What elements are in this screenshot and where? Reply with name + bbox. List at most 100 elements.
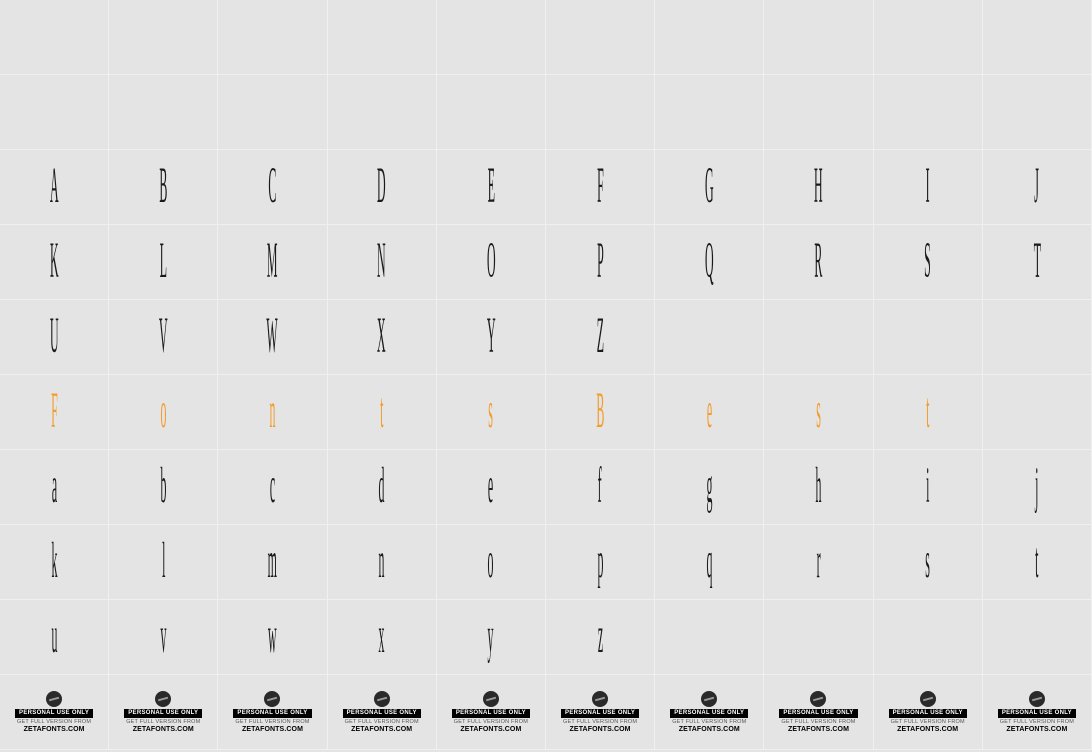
grid-cell: K [0,225,109,300]
glyph: A [50,159,59,216]
grid-cell: O [437,225,546,300]
character-map-grid: ABCDEFGHIJKLMNOPQRSTUVWXYZFontsBestabcde… [0,0,1092,750]
grid-cell [874,600,983,675]
grid-cell [874,0,983,75]
badge-bar-text: PERSONAL USE ONLY [452,709,530,718]
badge-subtext: GET FULL VERSION FROM [672,719,746,725]
grid-cell [546,0,655,75]
badge-domain: ZETAFONTS.COM [351,726,412,733]
grid-cell: G [655,150,764,225]
glyph: U [50,309,59,366]
glyph: S [924,234,931,291]
glyph: W [267,309,278,366]
grid-cell: u [0,600,109,675]
glyph: s [925,534,930,591]
glyph: s [816,384,821,441]
badge-subtext: GET FULL VERSION FROM [235,719,309,725]
badge-subtext: GET FULL VERSION FROM [345,719,419,725]
glyph: o [160,384,166,441]
glyph: k [51,534,57,591]
badge-subtext: GET FULL VERSION FROM [126,719,200,725]
grid-cell: t [983,525,1092,600]
glyph: Y [487,309,496,366]
badge-bar-text: PERSONAL USE ONLY [561,709,639,718]
glyph: z [597,609,602,666]
grid-cell: B [109,150,218,225]
grid-cell: F [0,375,109,450]
watermark-badge: PERSONAL USE ONLYGET FULL VERSION FROMZE… [0,675,109,750]
watermark-badge: PERSONAL USE ONLYGET FULL VERSION FROMZE… [546,675,655,750]
watermark-badge: PERSONAL USE ONLYGET FULL VERSION FROMZE… [218,675,327,750]
grid-cell [655,0,764,75]
grid-cell: H [764,150,873,225]
grid-cell: j [983,450,1092,525]
grid-cell: D [328,150,437,225]
grid-cell: A [0,150,109,225]
grid-cell: s [764,375,873,450]
badge-subtext: GET FULL VERSION FROM [1000,719,1074,725]
badge-subtext: GET FULL VERSION FROM [891,719,965,725]
watermark-badge: PERSONAL USE ONLYGET FULL VERSION FROMZE… [764,675,873,750]
glyph: o [488,534,494,591]
grid-cell [328,75,437,150]
glyph: m [268,534,277,591]
badge-domain: ZETAFONTS.COM [133,726,194,733]
grid-cell: t [874,375,983,450]
grid-cell: e [655,375,764,450]
badge-domain: ZETAFONTS.COM [460,726,521,733]
grid-cell [109,75,218,150]
grid-cell [546,75,655,150]
grid-cell: e [437,450,546,525]
grid-cell: f [546,450,655,525]
badge-bar-text: PERSONAL USE ONLY [124,709,202,718]
grid-cell: I [874,150,983,225]
glyph: u [51,609,57,666]
glyph: c [270,459,275,516]
watermark-badge: PERSONAL USE ONLYGET FULL VERSION FROMZE… [874,675,983,750]
badge-bar-text: PERSONAL USE ONLY [998,709,1076,718]
grid-cell: P [546,225,655,300]
glyph: O [487,234,496,291]
glyph: d [379,459,385,516]
glyph: n [379,534,385,591]
badge-bar-text: PERSONAL USE ONLY [889,709,967,718]
glyph: B [596,384,604,441]
zetafonts-logo-icon [592,691,608,707]
glyph: F [597,159,604,216]
grid-cell: v [109,600,218,675]
grid-cell: X [328,300,437,375]
grid-cell: Z [546,300,655,375]
grid-cell: Q [655,225,764,300]
glyph: I [926,159,930,216]
glyph: t [926,384,929,441]
grid-cell: h [764,450,873,525]
glyph: e [707,384,712,441]
grid-cell: q [655,525,764,600]
grid-cell: x [328,600,437,675]
glyph: n [270,384,276,441]
glyph: N [377,234,386,291]
grid-cell: k [0,525,109,600]
glyph: h [816,459,822,516]
glyph: C [269,159,277,216]
glyph: v [160,609,166,666]
grid-cell [218,0,327,75]
glyph: j [1035,459,1038,516]
grid-cell [0,75,109,150]
badge-domain: ZETAFONTS.COM [897,726,958,733]
badge-subtext: GET FULL VERSION FROM [17,719,91,725]
glyph: M [267,234,278,291]
glyph: t [1035,534,1038,591]
grid-cell: i [874,450,983,525]
grid-cell: R [764,225,873,300]
glyph: L [160,234,167,291]
grid-cell: o [437,525,546,600]
zetafonts-logo-icon [264,691,280,707]
glyph: x [379,609,385,666]
glyph: V [159,309,168,366]
grid-cell: n [328,525,437,600]
grid-cell: r [764,525,873,600]
grid-cell [983,75,1092,150]
badge-subtext: GET FULL VERSION FROM [781,719,855,725]
glyph: H [814,159,823,216]
